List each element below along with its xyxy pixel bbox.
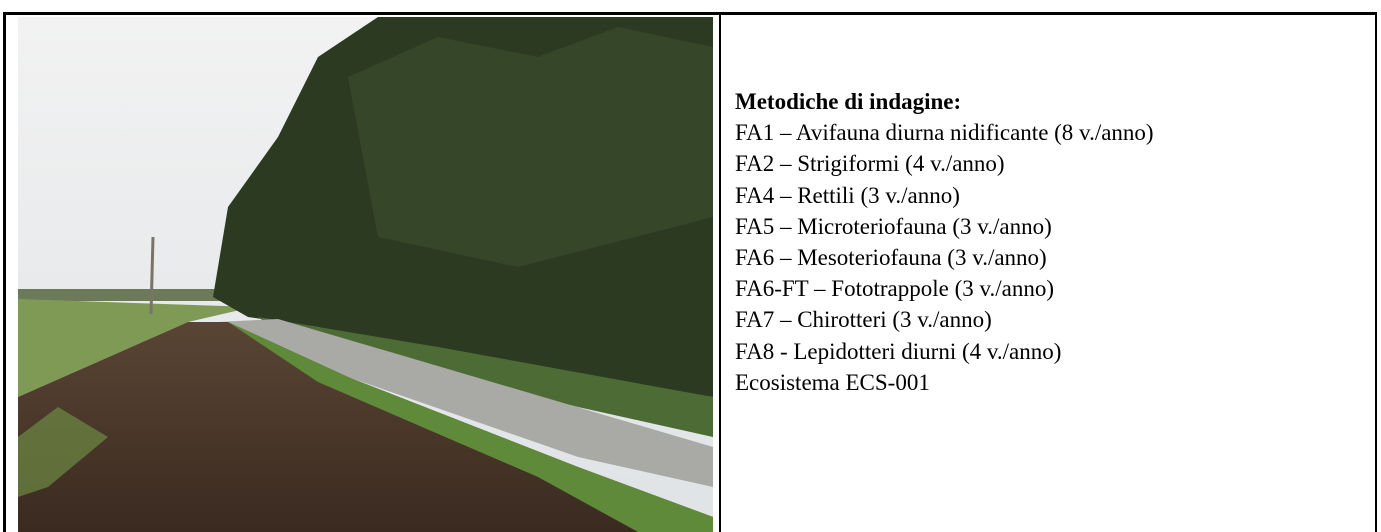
table-top-border: [3, 12, 1377, 15]
method-item: Ecosistema ECS-001: [735, 367, 1154, 398]
method-item: FA6 – Mesoteriofauna (3 v./anno): [735, 242, 1154, 273]
method-item: FA7 – Chirotteri (3 v./anno): [735, 304, 1154, 335]
method-item: FA6-FT – Fototrappole (3 v./anno): [735, 273, 1154, 304]
cell-divider: [719, 12, 721, 532]
methods-text: Metodiche di indagine: FA1 – Avifauna di…: [735, 86, 1154, 398]
table-left-border: [3, 12, 6, 532]
method-item: FA5 – Microteriofauna (3 v./anno): [735, 211, 1154, 242]
method-item: FA2 – Strigiformi (4 v./anno): [735, 148, 1154, 179]
methods-list: FA1 – Avifauna diurna nidificante (8 v./…: [735, 117, 1154, 398]
methods-heading: Metodiche di indagine:: [735, 86, 1154, 117]
method-item: FA4 – Rettili (3 v./anno): [735, 180, 1154, 211]
page: Metodiche di indagine: FA1 – Avifauna di…: [0, 0, 1381, 532]
table-right-border: [1375, 12, 1377, 532]
method-item: FA8 - Lepidotteri diurni (4 v./anno): [735, 336, 1154, 367]
landscape-photo: [18, 17, 713, 532]
method-item: FA1 – Avifauna diurna nidificante (8 v./…: [735, 117, 1154, 148]
